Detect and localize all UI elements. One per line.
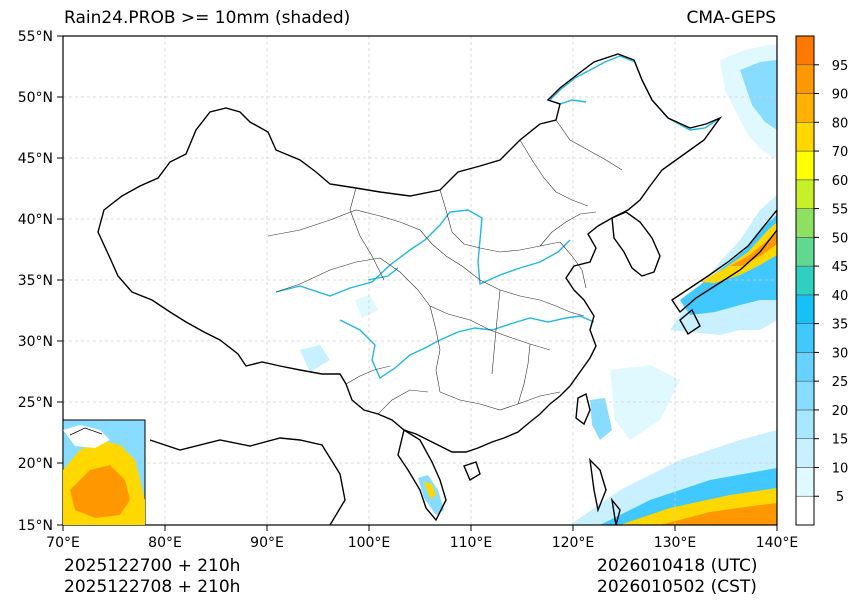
lon-label: 80°E	[148, 535, 182, 551]
shade-tibet-spots	[300, 345, 330, 372]
colorbar-frame	[795, 35, 815, 526]
colorbar-segment	[795, 237, 815, 267]
river-yellow	[275, 209, 571, 297]
lon-label: 120°E	[552, 535, 595, 551]
lat-label: 40°N	[18, 212, 53, 228]
lat-label: 50°N	[18, 90, 53, 106]
colorbar-segment	[795, 438, 815, 468]
colorbar-label: 95	[832, 59, 849, 74]
colorbar-segment	[795, 179, 815, 209]
colorbar-segment	[795, 323, 815, 353]
lon-label: 90°E	[250, 535, 284, 551]
lat-label: 45°N	[18, 151, 53, 167]
colorbar-label: 45	[832, 260, 849, 275]
shade-sichuan	[355, 295, 378, 318]
graticule	[63, 36, 777, 525]
colorbar-label: 40	[832, 289, 849, 304]
forecast-init: 2025122700 + 210h 2025122708 + 210h	[64, 556, 240, 598]
river-west	[367, 267, 399, 281]
valid-cst: 2026010502 (CST)	[597, 577, 757, 597]
shade-japan-mid	[680, 215, 777, 315]
colorbar-label: 35	[832, 318, 849, 333]
colorbar-segment	[795, 294, 815, 324]
lat-label: 55°N	[18, 29, 53, 45]
forecast-valid: 2026010418 (UTC) 2026010502 (CST)	[597, 556, 758, 598]
init-utc: 2025122700 + 210h	[64, 556, 241, 576]
colorbar-segment	[795, 467, 815, 497]
lon-labels: 70°E 80°E 90°E 100°E 110°E 120°E 130°E 1…	[46, 535, 798, 551]
lon-label: 130°E	[654, 535, 697, 551]
lat-label: 25°N	[18, 395, 53, 411]
lat-label: 35°N	[18, 273, 53, 289]
colorbar-label: 5	[836, 490, 844, 505]
colorbar-segment	[795, 64, 815, 94]
lon-label: 100°E	[348, 535, 391, 551]
colorbar-label: 50	[832, 231, 849, 246]
shade-japan-peak	[730, 232, 777, 266]
lat-label: 20°N	[18, 456, 53, 472]
river-amur	[549, 55, 721, 131]
indochina	[397, 428, 447, 522]
shade-ne-inner	[740, 60, 777, 130]
river-yangtze	[339, 315, 595, 380]
colorbar-segment	[795, 352, 815, 382]
lon-label: 70°E	[46, 535, 80, 551]
province-borders	[267, 119, 623, 415]
hainan	[463, 461, 481, 482]
map-title: Rain24.PROB >= 10mm (shaded)	[64, 8, 351, 28]
inset-map	[62, 419, 146, 526]
colorbar-label: 10	[832, 461, 849, 476]
colorbar-label: 60	[832, 174, 849, 189]
colorbar-label: 25	[832, 375, 849, 390]
shade-vietnam-core	[424, 482, 436, 498]
init-cst: 2025122708 + 210h	[64, 577, 241, 597]
map-frame	[62, 35, 778, 526]
india-coast	[149, 437, 346, 525]
colorbar-segment	[795, 208, 815, 238]
colorbar-segment	[795, 495, 815, 526]
shaded-precipitation	[300, 45, 777, 525]
colorbar: 5 10 15 20 25 30 35 40 45 50 55 60 70 80 90 95	[795, 35, 849, 526]
colorbar-segment	[795, 265, 815, 296]
shade-east-sea	[610, 365, 680, 440]
philippines	[589, 458, 621, 525]
rivers	[275, 55, 721, 380]
lon-label: 140°E	[756, 535, 799, 551]
colorbar-label: 90	[832, 88, 849, 103]
colorbar-label: 20	[832, 404, 849, 419]
colorbar-segment	[795, 150, 815, 181]
colorbar-segment	[795, 93, 815, 123]
valid-utc: 2026010418 (UTC)	[597, 556, 758, 576]
colorbar-segment	[795, 121, 815, 152]
lon-label: 110°E	[450, 535, 493, 551]
lat-labels: 55°N 50°N 45°N 40°N 35°N 30°N 25°N 20°N …	[18, 29, 53, 534]
japan-outline	[671, 208, 777, 335]
colorbar-segment	[795, 409, 815, 440]
colorbar-label: 30	[832, 346, 849, 361]
axis-ticks	[57, 35, 778, 531]
colorbar-segment	[795, 35, 815, 66]
taiwan	[575, 392, 591, 426]
lat-label: 15°N	[18, 518, 53, 534]
colorbar-label: 15	[832, 433, 849, 448]
lat-label: 30°N	[18, 334, 53, 350]
shade-philippines	[590, 398, 612, 440]
shade-pacific-peak	[660, 503, 777, 525]
colorbar-label: 55	[832, 203, 849, 218]
korea-border	[611, 211, 661, 277]
colorbar-label: 70	[832, 145, 849, 160]
colorbar-segment	[795, 380, 815, 411]
model-name: CMA-GEPS	[686, 8, 776, 28]
colorbar-label: 80	[832, 116, 849, 131]
